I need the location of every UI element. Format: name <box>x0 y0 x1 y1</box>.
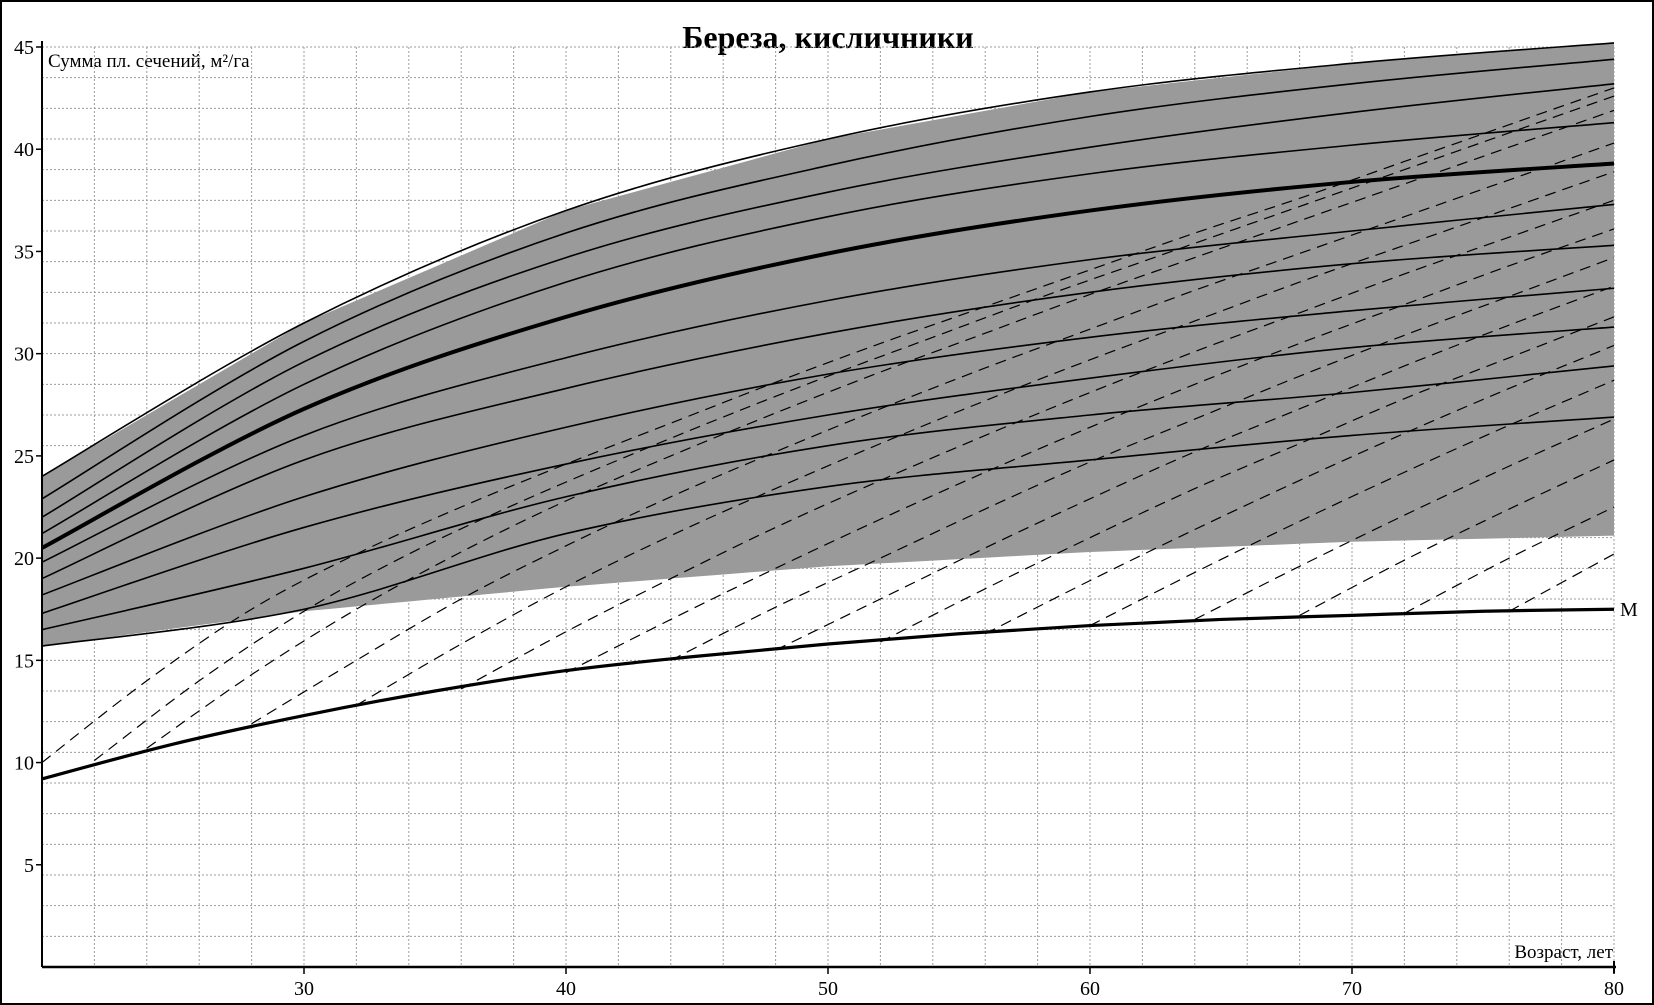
dashed-line <box>1508 553 1615 612</box>
x-tick-label: 50 <box>818 978 838 1000</box>
curve-line <box>41 287 1615 596</box>
y-tick-label: 30 <box>14 344 34 366</box>
curve-line <box>41 365 1615 631</box>
series-line-m <box>41 607 1615 781</box>
curve-line <box>41 203 1615 563</box>
dashed-line <box>460 199 1615 690</box>
y-tick-label: 45 <box>14 37 34 59</box>
x-tick-label: 60 <box>1080 978 1100 1000</box>
dashed-line <box>94 95 1615 761</box>
y-tick-label: 40 <box>14 139 34 161</box>
chart-title: Береза, кисличники <box>682 19 973 55</box>
series-label-m: M <box>1620 599 1638 621</box>
curve-line <box>41 42 1615 478</box>
dashed-line <box>1194 418 1615 620</box>
curve-line <box>41 121 1615 535</box>
y-tick-label: 5 <box>24 855 34 877</box>
dashed-line <box>356 171 1615 706</box>
y-tick-label: 25 <box>14 446 34 468</box>
x-tick-label: 30 <box>294 978 314 1000</box>
y-tick-label: 10 <box>14 753 34 775</box>
dashed-line <box>251 142 1615 725</box>
y-tick-label: 20 <box>14 548 34 570</box>
curve-line <box>41 83 1615 518</box>
curve-line <box>41 416 1615 647</box>
dashed-line <box>565 228 1615 674</box>
dashed-line <box>880 316 1615 643</box>
dashed-line <box>1404 506 1615 614</box>
x-axis-label: Возраст, лет <box>1514 942 1613 963</box>
curve-line-bold <box>41 161 1615 550</box>
dashed-line <box>984 344 1615 635</box>
dashed-line <box>775 285 1615 651</box>
dashed-line <box>1089 379 1615 627</box>
y-tick-label: 15 <box>14 650 34 672</box>
y-tick-label: 35 <box>14 241 34 263</box>
y-axis-label: Сумма пл. сечений, м²/га <box>48 51 250 72</box>
curve-line <box>41 326 1615 615</box>
curve-line <box>41 244 1615 580</box>
curve-line <box>41 58 1615 500</box>
x-tick-label: 80 <box>1604 978 1624 1000</box>
x-tick-label: 70 <box>1342 978 1362 1000</box>
x-tick-label: 40 <box>556 978 576 1000</box>
